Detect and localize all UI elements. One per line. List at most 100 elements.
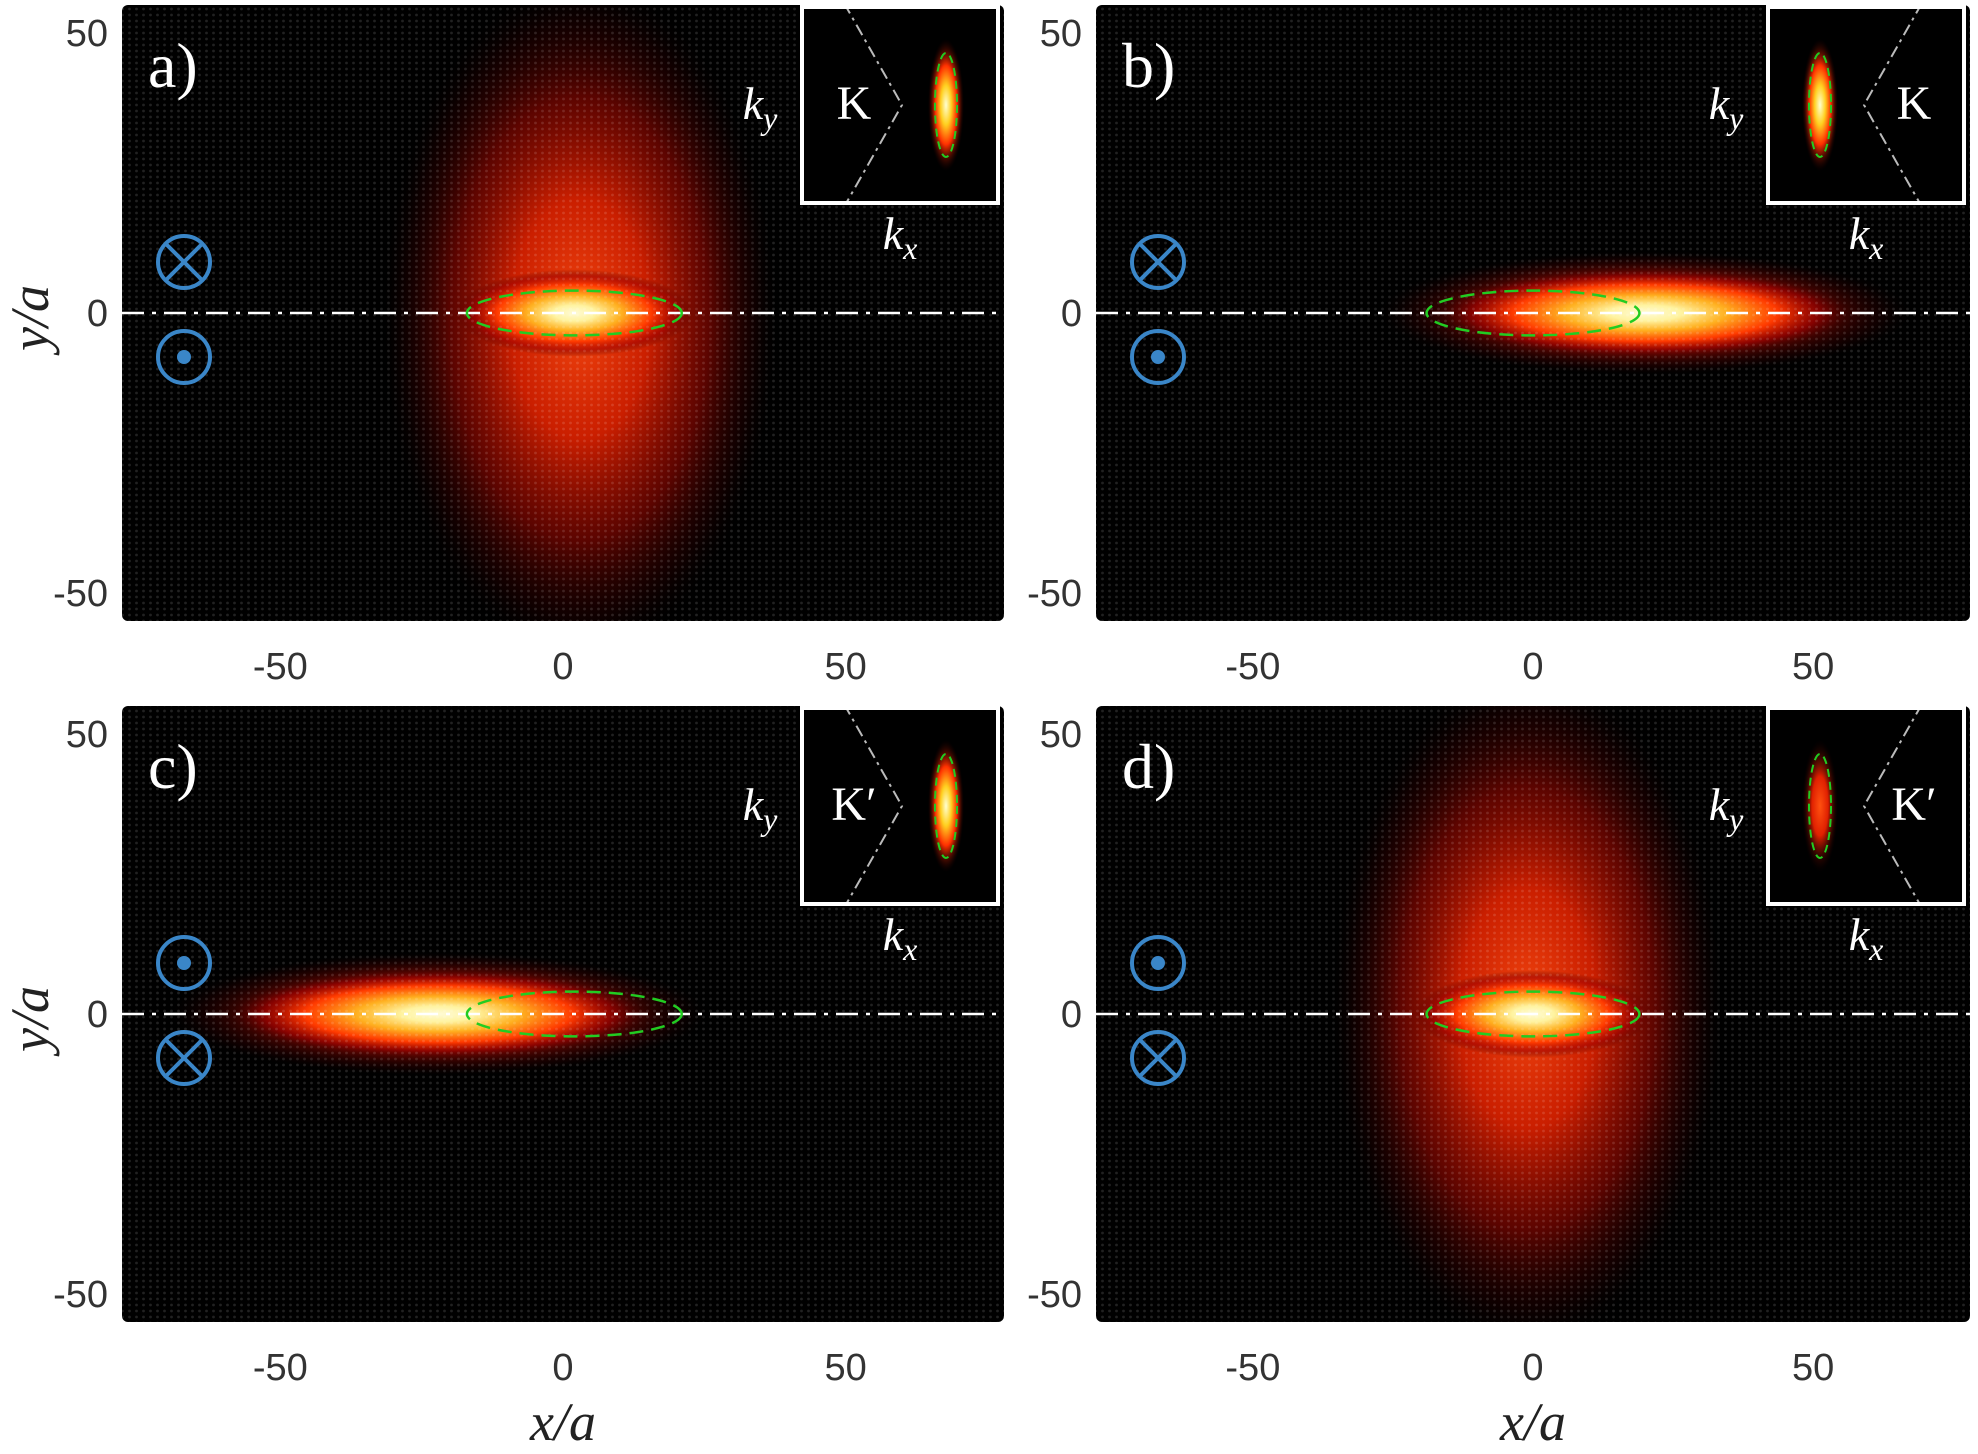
panel-a-inset-spot bbox=[928, 39, 964, 171]
panel-c-spin-out-icon-ring bbox=[156, 935, 212, 991]
panel-a-spin-into-icon-cross-b bbox=[164, 242, 204, 282]
panel-a-label: a) bbox=[148, 30, 198, 101]
panel-c-ytick-2: -50 bbox=[53, 1274, 108, 1316]
panel-b-spin-into-icon-ring bbox=[1130, 234, 1186, 290]
panel-b: b) Kky kx -50 0 50 50 0 -50 bbox=[1027, 5, 1970, 688]
panel-c-label: c) bbox=[148, 731, 198, 802]
panel-d-label: d) bbox=[1122, 731, 1175, 802]
y-axis-label-bottom: y/a bbox=[0, 986, 60, 1057]
panel-d-inset-background bbox=[1768, 708, 1964, 904]
panel-a-inset-background bbox=[802, 7, 998, 203]
panel-d-inset-zone-edge bbox=[1862, 708, 1921, 904]
panel-c-inset-background bbox=[802, 708, 998, 904]
panel-d-inset: K′ bbox=[1766, 706, 1966, 906]
panel-d-xtick-0: -50 bbox=[1225, 1347, 1280, 1389]
panel-a-spin-into-icon bbox=[156, 234, 212, 290]
y-axis-label-top: y/a bbox=[0, 285, 60, 356]
panel-b-inset-background bbox=[1768, 7, 1964, 203]
panel-d-xtick-1: 0 bbox=[1522, 1347, 1543, 1389]
panel-c: c) K′ ky kx -50 0 50 50 0 -50 bbox=[53, 706, 1004, 1389]
panel-a-ytick-0: 50 bbox=[66, 13, 108, 55]
panel-c-inset-frame bbox=[800, 706, 1000, 906]
panel-a-ytick-1: 0 bbox=[87, 293, 108, 335]
panel-a-inset-zone-edge bbox=[845, 7, 904, 203]
panel-c-inset-ky-label: ky bbox=[743, 779, 778, 837]
panel-c-inset-zone-edge bbox=[845, 708, 904, 904]
panel-c-spin-into-icon-ring bbox=[156, 1030, 212, 1086]
panel-d-spin-out-icon-dot bbox=[1151, 956, 1165, 970]
panel-a-inset-kx-label: kx bbox=[883, 208, 918, 266]
panel-c-xtick-0: -50 bbox=[253, 1347, 308, 1389]
panel-d-valley-label: K′ bbox=[1891, 778, 1936, 831]
panel-c-inset: K′ bbox=[800, 706, 1000, 906]
panel-d-ytick-0: 50 bbox=[1040, 714, 1082, 756]
panel-d-inset-frame bbox=[1766, 706, 1966, 906]
panel-a: a) Kky kx -50 0 50 50 0 -50 bbox=[53, 5, 1004, 688]
panel-b-inset-zone-edge bbox=[1862, 7, 1921, 203]
x-axis-label-left: x/a bbox=[529, 1392, 596, 1452]
panel-c-inset-ellipse bbox=[934, 753, 958, 859]
panel-b-ytick-1: 0 bbox=[1061, 293, 1082, 335]
panel-b-label: b) bbox=[1122, 30, 1175, 101]
panel-c-xtick-1: 0 bbox=[552, 1347, 573, 1389]
panel-c-ytick-1: 0 bbox=[87, 994, 108, 1036]
panel-c-inset-kx-label: kx bbox=[883, 909, 918, 967]
panel-a-inset: K bbox=[800, 5, 1000, 205]
panel-c-spin-out-icon bbox=[156, 935, 212, 991]
panel-b-ytick-0: 50 bbox=[1040, 13, 1082, 55]
panel-c-ellipse bbox=[465, 990, 683, 1038]
panel-b-ytick-2: -50 bbox=[1027, 573, 1082, 615]
panel-a-inset-ky-label: ky bbox=[743, 78, 778, 136]
panel-b-ellipse bbox=[1425, 289, 1641, 337]
panel-b-spin-into-icon bbox=[1130, 234, 1186, 290]
panel-a-xtick-1: 0 bbox=[552, 646, 573, 688]
panel-a-spin-into-icon-ring bbox=[156, 234, 212, 290]
panel-b-inset-kx-label: kx bbox=[1849, 208, 1884, 266]
panel-c-ytick-0: 50 bbox=[66, 714, 108, 756]
panel-c-spin-into-icon-cross-b bbox=[164, 1038, 204, 1078]
panel-d-spin-into-icon-ring bbox=[1130, 1030, 1186, 1086]
panel-c-valley-label: K′ bbox=[831, 778, 876, 831]
panel-b-spin-out-icon bbox=[1130, 329, 1186, 385]
panel-b-inset-spot bbox=[1802, 39, 1838, 171]
panel-d-inset-ky-label: ky bbox=[1709, 779, 1744, 837]
panel-a-inset-ellipse bbox=[934, 52, 958, 158]
panel-b-xtick-0: -50 bbox=[1225, 646, 1280, 688]
panel-a-ytick-2: -50 bbox=[53, 573, 108, 615]
panel-b-spin-out-icon-dot bbox=[1151, 350, 1165, 364]
panel-c-spin-out-icon-dot bbox=[177, 956, 191, 970]
panel-c-inset-spot bbox=[928, 740, 964, 872]
panel-a-spin-out-icon bbox=[156, 329, 212, 385]
panel-d-spin-into-icon bbox=[1130, 1030, 1186, 1086]
panel-a-xtick-2: 50 bbox=[825, 646, 867, 688]
panel-d-inset-kx-label: kx bbox=[1849, 909, 1884, 967]
panel-b-inset: K bbox=[1766, 5, 1966, 205]
panel-b-spin-out-icon-ring bbox=[1130, 329, 1186, 385]
panel-d-spin-out-icon bbox=[1130, 935, 1186, 991]
x-axis-label-right: x/a bbox=[1499, 1392, 1566, 1452]
panel-c-xtick-2: 50 bbox=[825, 1347, 867, 1389]
panel-d-xtick-2: 50 bbox=[1792, 1347, 1834, 1389]
panel-a-spin-out-icon-dot bbox=[177, 350, 191, 364]
panel-a-xtick-0: -50 bbox=[253, 646, 308, 688]
panel-a-inset-frame bbox=[800, 5, 1000, 205]
panel-d-ytick-1: 0 bbox=[1061, 994, 1082, 1036]
panel-a-valley-label: K bbox=[837, 77, 872, 130]
panel-b-inset-frame bbox=[1766, 5, 1966, 205]
panel-d-spin-into-icon-cross-b bbox=[1138, 1038, 1178, 1078]
panel-b-spin-into-icon-cross-b bbox=[1138, 242, 1178, 282]
panel-d-spin-out-icon-ring bbox=[1130, 935, 1186, 991]
panel-a-ellipse bbox=[465, 289, 683, 337]
panel-d-inset-ellipse bbox=[1808, 753, 1832, 859]
panel-b-inset-ellipse bbox=[1808, 52, 1832, 158]
panel-c-spin-into-icon bbox=[156, 1030, 212, 1086]
panel-d-ytick-2: -50 bbox=[1027, 1274, 1082, 1316]
panel-a-spin-out-icon-ring bbox=[156, 329, 212, 385]
panel-d-ellipse bbox=[1425, 990, 1641, 1038]
panel-b-valley-label: K bbox=[1897, 77, 1932, 130]
panel-d-inset-spot bbox=[1802, 740, 1838, 872]
panel-b-xtick-1: 0 bbox=[1522, 646, 1543, 688]
panel-b-inset-ky-label: ky bbox=[1709, 78, 1744, 136]
panel-d: d) K′ ky kx -50 0 50 50 0 -50 bbox=[1027, 706, 1970, 1389]
